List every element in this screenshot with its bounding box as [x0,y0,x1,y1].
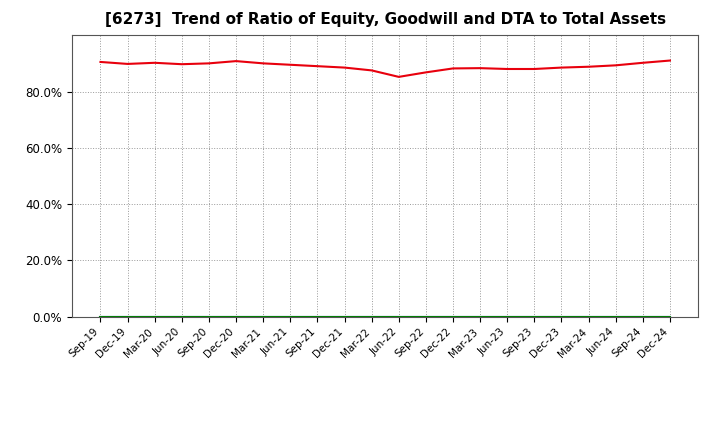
Goodwill [286,314,294,319]
Equity [123,61,132,66]
Equity [150,60,159,66]
Goodwill [123,314,132,319]
Goodwill [232,314,240,319]
Goodwill [204,314,213,319]
Goodwill [557,314,566,319]
Equity [204,61,213,66]
Equity [476,66,485,71]
Deferred Tax Assets [313,314,322,319]
Equity [584,64,593,70]
Goodwill [341,314,349,319]
Deferred Tax Assets [449,314,457,319]
Deferred Tax Assets [395,314,403,319]
Goodwill [395,314,403,319]
Equity [503,66,511,72]
Title: [6273]  Trend of Ratio of Equity, Goodwill and DTA to Total Assets: [6273] Trend of Ratio of Equity, Goodwil… [104,12,666,27]
Deferred Tax Assets [232,314,240,319]
Legend: Equity, Goodwill, Deferred Tax Assets: Equity, Goodwill, Deferred Tax Assets [202,435,569,440]
Deferred Tax Assets [178,314,186,319]
Deferred Tax Assets [367,314,376,319]
Equity [341,65,349,70]
Deferred Tax Assets [341,314,349,319]
Equity [557,65,566,70]
Equity [286,62,294,67]
Deferred Tax Assets [96,314,105,319]
Equity [178,62,186,67]
Goodwill [178,314,186,319]
Goodwill [421,314,430,319]
Deferred Tax Assets [204,314,213,319]
Goodwill [611,314,620,319]
Equity [530,66,539,72]
Deferred Tax Assets [503,314,511,319]
Deferred Tax Assets [639,314,647,319]
Goodwill [476,314,485,319]
Equity [96,59,105,65]
Equity [611,62,620,68]
Goodwill [639,314,647,319]
Deferred Tax Assets [421,314,430,319]
Equity [395,74,403,80]
Equity [449,66,457,71]
Goodwill [150,314,159,319]
Deferred Tax Assets [150,314,159,319]
Deferred Tax Assets [530,314,539,319]
Deferred Tax Assets [665,314,674,319]
Goodwill [367,314,376,319]
Goodwill [313,314,322,319]
Equity [259,61,268,66]
Goodwill [665,314,674,319]
Equity [313,63,322,69]
Equity [367,68,376,73]
Line: Equity: Equity [101,61,670,77]
Deferred Tax Assets [123,314,132,319]
Equity [665,58,674,63]
Goodwill [96,314,105,319]
Equity [421,70,430,75]
Deferred Tax Assets [557,314,566,319]
Deferred Tax Assets [259,314,268,319]
Goodwill [503,314,511,319]
Deferred Tax Assets [286,314,294,319]
Deferred Tax Assets [476,314,485,319]
Deferred Tax Assets [611,314,620,319]
Equity [639,60,647,66]
Deferred Tax Assets [584,314,593,319]
Equity [232,59,240,64]
Goodwill [584,314,593,319]
Goodwill [259,314,268,319]
Goodwill [530,314,539,319]
Goodwill [449,314,457,319]
